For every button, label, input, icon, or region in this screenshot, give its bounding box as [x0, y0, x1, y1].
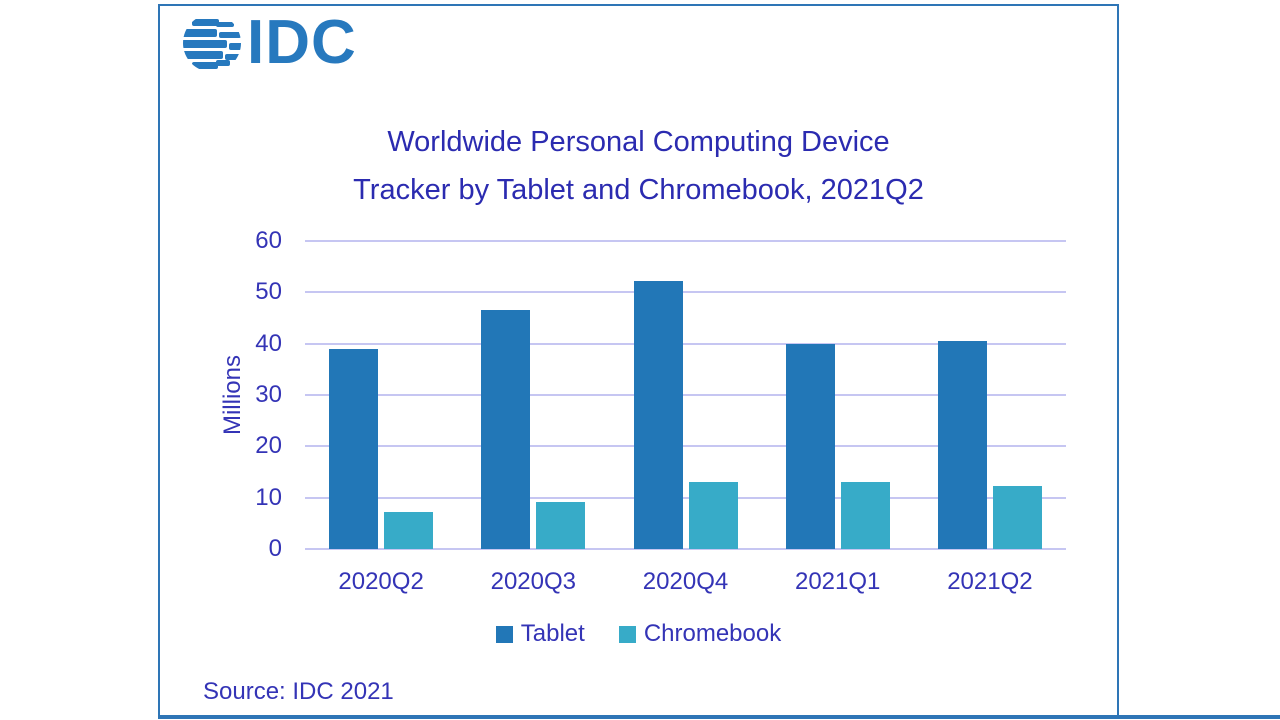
legend: Tablet Chromebook: [158, 620, 1119, 648]
x-axis-label-2021Q2: 2021Q2: [947, 568, 1033, 595]
bar-chromebook-2020Q2: [384, 511, 434, 549]
gridline-y-0: [305, 548, 1066, 550]
y-tick-label-30: 30: [255, 381, 282, 408]
y-tick-label-20: 20: [255, 432, 282, 460]
bar-tablet-2020Q3: [481, 309, 531, 549]
bar-chromebook-2020Q4: [688, 481, 738, 549]
legend-item-tablet: Tablet: [495, 620, 585, 648]
gridline-y-50: [305, 291, 1066, 294]
x-axis-label-2020Q3: 2020Q3: [490, 568, 576, 595]
gridline-y-30: [305, 394, 1066, 396]
y-tick-label-60: 60: [255, 227, 282, 254]
bottom-accent-line: [158, 715, 1280, 719]
bar-chromebook-2021Q1: [840, 481, 890, 549]
chart-title-line2: Tracker by Tablet and Chromebook, 2021Q2: [353, 174, 924, 206]
x-axis-label-2020Q2: 2020Q2: [338, 568, 424, 595]
gridline-y-10: [305, 496, 1066, 499]
x-axis-label-2021Q1: 2021Q1: [794, 568, 881, 595]
legend-label-chromebook: Chromebook: [643, 620, 782, 647]
legend-label-tablet: Tablet: [520, 620, 585, 647]
gridline-y-40: [305, 342, 1066, 345]
bar-tablet-2020Q2: [329, 349, 379, 549]
gridline-y-20: [305, 445, 1066, 448]
plot-area: [305, 240, 1066, 550]
chart-title: Worldwide Personal Computing Device Trac…: [158, 118, 1119, 214]
source-text: Source: IDC 2021: [203, 678, 394, 705]
bar-chromebook-2021Q2: [992, 485, 1042, 549]
y-tick-label-0: 0: [268, 535, 282, 562]
y-tick-label-50: 50: [255, 278, 282, 306]
idc-logo: IDC: [183, 8, 357, 77]
legend-item-chromebook: Chromebook: [618, 620, 782, 648]
gridline-y-60: [305, 240, 1066, 242]
idc-globe-icon: [183, 19, 241, 69]
bar-chromebook-2020Q3: [536, 501, 586, 549]
legend-swatch-tablet: [495, 625, 513, 643]
y-tick-label-40: 40: [255, 329, 282, 357]
bar-tablet-2020Q4: [633, 281, 683, 549]
bar-tablet-2021Q2: [937, 341, 987, 549]
bar-tablet-2021Q1: [785, 343, 835, 549]
chart-title-line1: Worldwide Personal Computing Device: [387, 126, 890, 158]
idc-logo-text: IDC: [247, 8, 357, 77]
y-tick-label-10: 10: [255, 483, 282, 511]
legend-swatch-chromebook: [618, 625, 636, 643]
x-axis-label-2020Q4: 2020Q4: [642, 568, 729, 595]
